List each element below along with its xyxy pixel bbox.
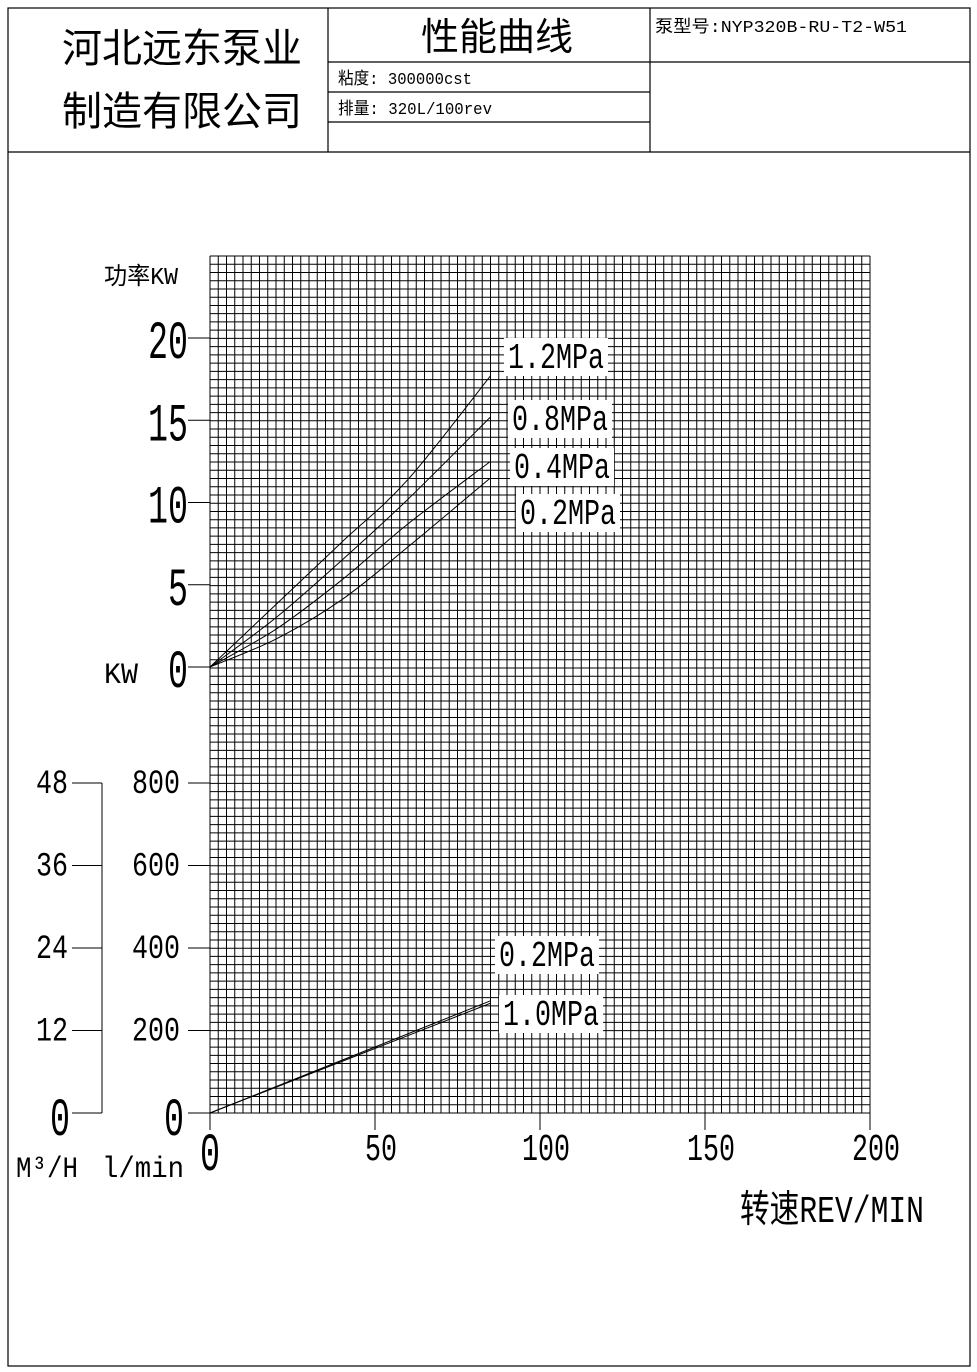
speed-tick-labels: 0 50 100 150 200 [200, 1126, 900, 1187]
power-axis-title: 功率KW [104, 263, 179, 292]
flow-series-label: 0.2MPa [499, 936, 595, 977]
company-name-line2: 制造有限公司 [62, 89, 302, 135]
series-label-bg [508, 400, 612, 438]
power-tick-label: 15 [148, 396, 188, 457]
displacement-label: 排量: 320L/100rev [338, 99, 492, 120]
m3h-unit-label: M³/H [16, 1153, 78, 1187]
sheet-title: 性能曲线 [421, 15, 573, 59]
power-curve-1.2MPa [209, 375, 491, 668]
flow-curve-1.0MPa [209, 1002, 491, 1114]
lmin-unit-label: l/min [102, 1153, 184, 1187]
m3h-tick-label: 36 [36, 849, 68, 887]
flow-tick-labels: 0 200 400 600 800 [132, 766, 184, 1152]
power-curves [209, 375, 491, 668]
m3h-tick-label: 48 [36, 766, 68, 804]
speed-tick-label: 150 [687, 1129, 735, 1172]
power-series-label: 0.4MPa [514, 448, 610, 489]
viscosity-label: 粘度: 300000cst [338, 69, 472, 90]
series-label-bg [499, 995, 603, 1033]
speed-tick-label: 50 [365, 1129, 397, 1172]
m3h-tick-label: 0 [50, 1091, 70, 1152]
pump-model: 泵型号:NYP320B-RU-T2-W51 [655, 17, 907, 38]
m3h-tick-label: 12 [36, 1014, 68, 1052]
flow-series-label: 1.0MPa [503, 995, 599, 1036]
power-tick-label: 0 [168, 643, 188, 704]
speed-tick-label: 0 [200, 1126, 220, 1187]
series-label-bg [516, 494, 620, 532]
speed-tick-label: 100 [522, 1129, 570, 1172]
power-series-label: 0.8MPa [512, 400, 608, 441]
flow-tick-label: 600 [132, 849, 180, 887]
company-name-line1: 河北远东泵业 [62, 26, 302, 72]
power-tick-label: 5 [168, 561, 188, 622]
power-curve-0.8MPa [209, 416, 491, 668]
series-label-bg [510, 448, 614, 486]
power-curve-0.4MPa [209, 460, 491, 668]
series-labels: 1.2MPa 0.8MPa 0.4MPa 0.2MPa 0.2MPa 1.0MPa [495, 338, 620, 1036]
flow-curves [209, 1000, 491, 1114]
chart-grid [209, 255, 871, 1114]
flow-tick-label: 0 [164, 1091, 184, 1152]
power-tick-label: 20 [148, 314, 188, 375]
series-label-bg [495, 936, 599, 974]
power-tick-label: 10 [148, 479, 188, 540]
power-series-label: 1.2MPa [508, 338, 604, 379]
power-tick-labels: 0 5 10 15 20 [148, 314, 188, 704]
flow-tick-label: 800 [132, 766, 180, 804]
flow-tick-label: 200 [132, 1014, 180, 1052]
series-label-bg [504, 338, 608, 376]
power-unit-label: KW [104, 659, 138, 693]
flow-tick-label: 400 [132, 931, 180, 969]
speed-axis-title: 转速REV/MIN [740, 1190, 924, 1234]
power-curve-0.2MPa [209, 477, 491, 668]
title-block [7, 7, 971, 1367]
m3h-tick-label: 24 [36, 931, 68, 969]
axis-ticks [72, 337, 871, 1130]
m3h-tick-labels: 0 12 24 36 48 [36, 766, 70, 1152]
speed-tick-label: 200 [852, 1129, 900, 1172]
power-series-label: 0.2MPa [520, 494, 616, 535]
